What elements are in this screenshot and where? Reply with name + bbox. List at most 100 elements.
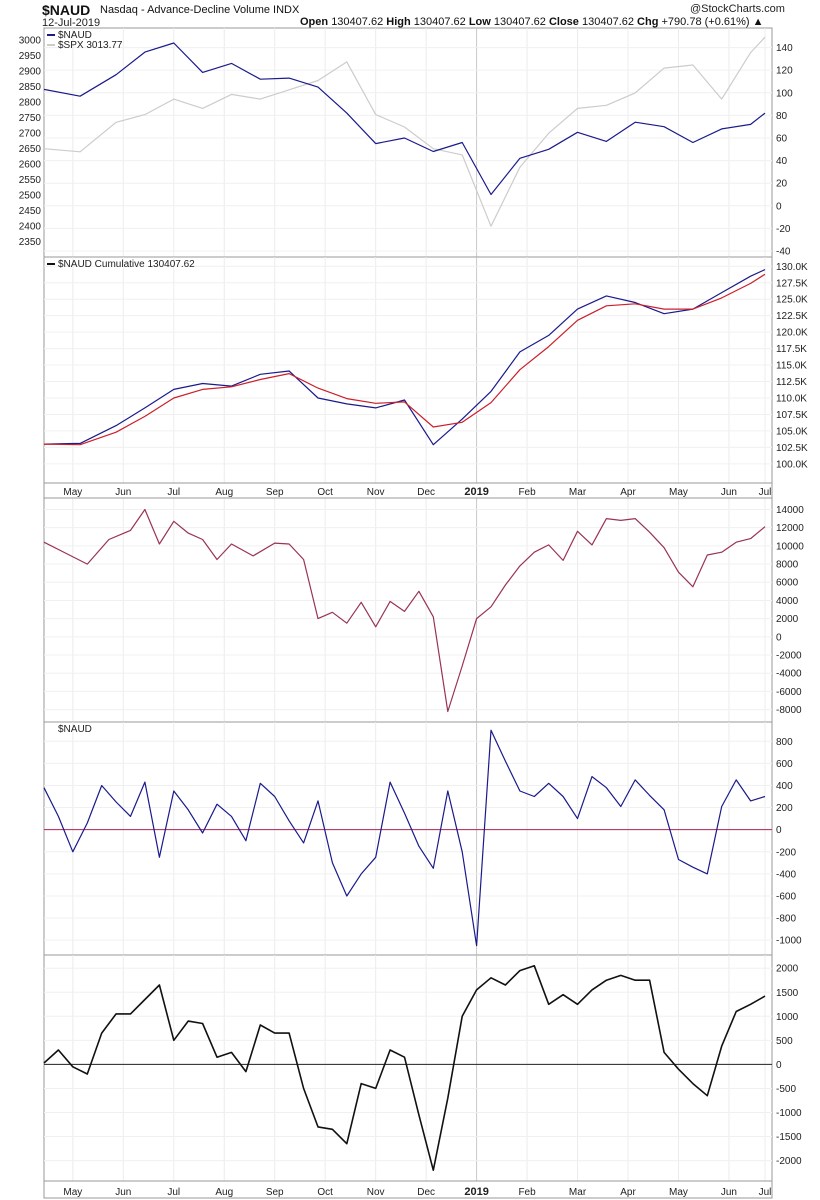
right-tick-label: -200 — [776, 847, 796, 858]
time-axis-label: Jun — [115, 487, 131, 498]
left-tick-label: 2700 — [19, 129, 42, 140]
caret-up-icon: ▲ — [752, 16, 764, 28]
left-tick-label: 2750 — [19, 113, 42, 124]
right-tick-label: 200 — [776, 803, 793, 814]
low-value: 130407.62 — [493, 16, 546, 28]
right-tick-label: 107.5K — [776, 410, 808, 421]
right-tick-label: -1000 — [776, 1108, 802, 1119]
left-tick-label: 2500 — [19, 191, 42, 202]
right-tick-label: 122.5K — [776, 311, 808, 322]
time-axis-label: May — [669, 1187, 688, 1198]
panel-frame-1 — [43, 27, 773, 258]
high-value: 130407.62 — [413, 16, 466, 28]
right-tick-label: -40 — [776, 247, 791, 258]
time-axis-label: Apr — [620, 1187, 636, 1198]
time-axis-label: Dec — [417, 487, 435, 498]
time-axis-label: Jul — [167, 1187, 180, 1198]
left-tick-label: 2600 — [19, 160, 42, 171]
right-tick-label: 8000 — [776, 560, 799, 571]
time-axis-label: Nov — [367, 1187, 385, 1198]
right-tick-label: 1000 — [776, 1012, 799, 1023]
right-tick-label: 127.5K — [776, 278, 808, 289]
time-axis-label: Aug — [215, 487, 233, 498]
left-tick-label: 2950 — [19, 51, 42, 62]
time-axis-label: May — [63, 487, 82, 498]
time-axis-label: Nov — [367, 487, 385, 498]
close-value: 130407.62 — [581, 16, 634, 28]
time-axis-label: Jul — [167, 487, 180, 498]
time-axis-strip — [43, 482, 773, 499]
left-tick-label: 3000 — [19, 36, 42, 47]
time-axis-label: May — [63, 1187, 82, 1198]
time-axis-label: Feb — [518, 1187, 536, 1198]
time-axis-strip — [43, 1180, 773, 1199]
left-tick-label: 2800 — [19, 98, 42, 109]
chg-value: +790.78 (+0.61%) — [661, 16, 750, 28]
right-tick-label: 600 — [776, 759, 793, 770]
left-tick-label: 2650 — [19, 144, 42, 155]
panel-frame-3 — [43, 497, 773, 723]
right-tick-label: -500 — [776, 1084, 796, 1095]
right-tick-label: -8000 — [776, 705, 802, 716]
right-tick-label: 0 — [776, 201, 782, 212]
time-axis-label: Oct — [317, 487, 333, 498]
right-tick-label: 112.5K — [776, 377, 807, 388]
right-tick-label: 80 — [776, 111, 788, 122]
right-tick-label: -400 — [776, 869, 796, 880]
right-tick-label: 110.0K — [776, 393, 807, 404]
right-tick-label: 1500 — [776, 988, 799, 999]
right-tick-label: 0 — [776, 825, 782, 836]
time-axis-label: Mar — [569, 487, 587, 498]
right-tick-label: 400 — [776, 781, 793, 792]
series-line--naud-cumulative — [43, 269, 766, 446]
right-tick-label: 60 — [776, 133, 788, 144]
series-line--naud — [43, 729, 766, 947]
chg-label: Chg — [637, 16, 659, 28]
right-tick-label: 0 — [776, 632, 782, 643]
series-line-oscillator — [43, 964, 766, 1171]
right-tick-label: 120.0K — [776, 328, 808, 339]
time-axis-label: Sep — [266, 1187, 284, 1198]
exchange-text: INDX — [273, 4, 300, 16]
left-tick-label: 2900 — [19, 67, 42, 78]
right-tick-label: -6000 — [776, 687, 802, 698]
panel-frame-4 — [43, 721, 773, 956]
right-tick-label: 10000 — [776, 541, 804, 552]
right-tick-label: 20 — [776, 179, 788, 190]
time-axis-label: Dec — [417, 1187, 435, 1198]
right-tick-label: 800 — [776, 737, 793, 748]
left-tick-label: 2400 — [19, 222, 42, 233]
time-axis-label: 2019 — [464, 1186, 488, 1198]
subtitle-text: Nasdaq - Advance-Decline Volume — [100, 4, 270, 16]
right-tick-label: 105.0K — [776, 426, 808, 437]
time-axis-label: 2019 — [464, 486, 488, 498]
high-label: High — [386, 16, 411, 28]
time-axis-label: Mar — [569, 1187, 587, 1198]
chart-ticker: $NAUD — [42, 2, 91, 18]
right-tick-label: -20 — [776, 224, 791, 235]
right-tick-label: 6000 — [776, 578, 799, 589]
right-tick-label: -1000 — [776, 936, 802, 947]
time-axis-label: Sep — [266, 487, 284, 498]
left-tick-label: 2850 — [19, 82, 42, 93]
time-axis-label: Jul — [759, 487, 772, 498]
brand-logo: @StockCharts.com — [690, 3, 785, 15]
ohlc-readout: Open 130407.62 High 130407.62 Low 130407… — [300, 16, 764, 28]
right-tick-label: -2000 — [776, 1156, 802, 1167]
right-tick-label: 0 — [776, 1060, 782, 1071]
open-value: 130407.62 — [331, 16, 384, 28]
series-line--naud — [43, 42, 766, 196]
right-tick-label: 4000 — [776, 596, 799, 607]
open-label: Open — [300, 16, 329, 28]
right-tick-label: 115.0K — [776, 361, 807, 372]
chart-subtitle: Nasdaq - Advance-Decline Volume INDX — [100, 4, 299, 16]
right-tick-label: 40 — [776, 156, 788, 167]
right-tick-label: 2000 — [776, 614, 799, 625]
right-tick-label: 140 — [776, 43, 793, 54]
left-tick-label: 2550 — [19, 175, 42, 186]
time-axis-label: Jun — [115, 1187, 131, 1198]
legend-label: $NAUD Cumulative 130407.62 — [58, 259, 195, 270]
panel-frame-2 — [43, 256, 773, 484]
right-tick-label: -4000 — [776, 669, 802, 680]
